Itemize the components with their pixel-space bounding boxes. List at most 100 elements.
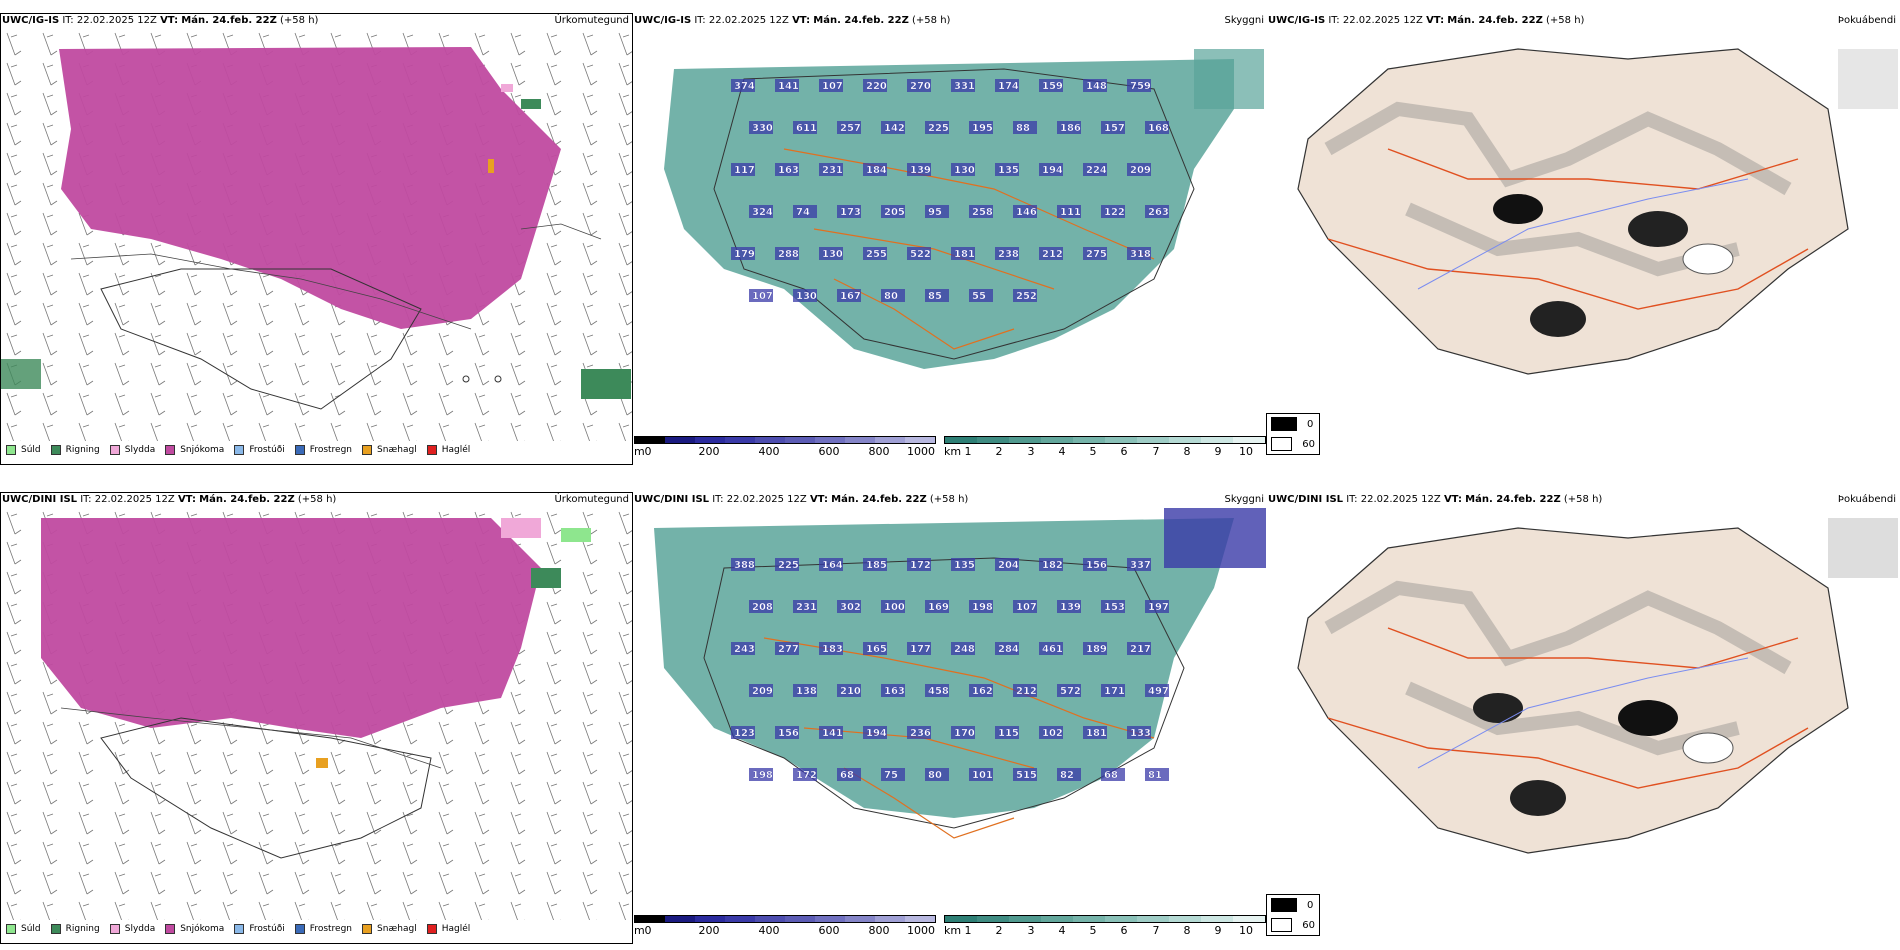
visibility-value-bg	[907, 163, 931, 176]
panel-title: Úrkomutegund	[554, 494, 629, 505]
visibility-value-label: 209	[1130, 165, 1151, 176]
visibility-value-label: 85	[928, 291, 942, 302]
visibility-value-label: 168	[1148, 123, 1169, 134]
fog-map	[1268, 508, 1900, 908]
visibility-value-label: 231	[822, 165, 843, 176]
visibility-value-label: 80	[928, 770, 942, 781]
visibility-value-bg	[907, 642, 931, 655]
visibility-value-label: 171	[1104, 686, 1125, 697]
visibility-value-label: 275	[1086, 249, 1107, 260]
legend-swatch	[426, 445, 437, 455]
colorbar-m-bar	[634, 915, 936, 923]
legend-label: Frostregn	[309, 924, 353, 934]
visibility-value-bg	[775, 79, 799, 92]
colorbar-tick: 2	[995, 445, 1003, 458]
visibility-value-label: 115	[998, 728, 1019, 739]
visibility-value-label: 388	[734, 560, 755, 571]
visibility-value-bg	[969, 684, 993, 697]
legend-label: Rigning	[65, 924, 100, 934]
fog-panel-2: UWC/DINI ISL IT: 22.02.2025 12Z VT: Mán.…	[1268, 492, 1900, 944]
visibility-value-bg	[731, 163, 755, 176]
panel-title: Þokuábendi	[1837, 15, 1896, 26]
legend-item: Slydda	[109, 445, 155, 455]
visibility-value-bg	[1127, 163, 1151, 176]
visibility-value-bg	[951, 247, 975, 260]
fog-legend-label: 60	[1302, 438, 1315, 450]
visibility-value-bg	[1039, 247, 1063, 260]
visibility-value-bg	[951, 642, 975, 655]
visibility-value-label: 122	[1104, 207, 1125, 218]
colorbar-tick: 6	[1120, 445, 1128, 458]
visibility-value-label: 157	[1104, 123, 1125, 134]
panel-header: UWC/IG-IS IT: 22.02.2025 12Z VT: Mán. 24…	[634, 13, 1266, 29]
lead-time: (+58 h)	[1546, 15, 1585, 26]
visibility-value-bg	[863, 163, 887, 176]
visibility-value-label: 156	[1086, 560, 1107, 571]
visibility-value-bg	[1039, 79, 1063, 92]
legend-swatch	[6, 924, 16, 934]
visibility-value-bg	[819, 79, 843, 92]
visibility-value-bg	[837, 768, 861, 781]
visibility-value-label: 101	[972, 770, 993, 781]
legend-swatch	[362, 924, 373, 934]
valid-time: Mán. 24.feb. 22Z	[181, 15, 277, 26]
visibility-value-bg	[1039, 558, 1063, 571]
visibility-value-bg	[1013, 768, 1037, 781]
legend-label: Frostúði	[249, 924, 285, 934]
legend-label: Snæhagl	[377, 924, 417, 934]
visibility-value-bg	[837, 600, 861, 613]
visibility-value-label: 194	[866, 728, 887, 739]
init-time: IT: 22.02.2025 12Z	[1328, 15, 1423, 26]
precip-type-frame	[0, 492, 633, 944]
visibility-value-bg	[925, 289, 949, 302]
panel-header: UWC/IG-IS IT: 22.02.2025 12Z VT: Mán. 24…	[1268, 13, 1898, 29]
visibility-value-label: 572	[1060, 686, 1081, 697]
visibility-value-label: 117	[734, 165, 755, 176]
visibility-value-bg	[1101, 768, 1125, 781]
visibility-value-bg	[951, 726, 975, 739]
colorbar-tick: 7	[1152, 924, 1160, 937]
valid-time-label: VT:	[177, 494, 196, 505]
colorbar-tick: 800	[868, 924, 890, 937]
visibility-value-bg	[995, 558, 1019, 571]
panel-title: Úrkomutegund	[554, 15, 629, 26]
visibility-value-label: 163	[778, 165, 799, 176]
colorbar-km-ticks: km 1 2 3 4 5 6 7 8 9 10	[944, 923, 1266, 937]
legend-swatch	[294, 924, 305, 934]
legend-label: Snæhagl	[377, 445, 417, 455]
visibility-value-label: 146	[1016, 207, 1037, 218]
visibility-value-label: 277	[778, 644, 799, 655]
valid-time: Mán. 24.feb. 22Z	[831, 494, 927, 505]
precip-legend: Súld Rigning Slydda Snjókoma Frostúði Fr…	[6, 445, 480, 455]
visibility-value-label: 81	[1148, 770, 1162, 781]
visibility-value-bg	[837, 205, 861, 218]
visibility-value-bg	[925, 121, 949, 134]
visibility-value-label: 75	[884, 770, 898, 781]
visibility-value-bg	[1101, 121, 1125, 134]
visibility-value-label: 82	[1060, 770, 1074, 781]
colorbar-tick: 1	[964, 445, 972, 458]
visibility-value-label: 172	[796, 770, 817, 781]
fog-legend-2: 0 60	[1266, 894, 1320, 936]
colorbar-tick: 10	[1239, 445, 1253, 458]
visibility-value-label: 123	[734, 728, 755, 739]
visibility-value-label: 165	[866, 644, 887, 655]
visibility-value-bg	[881, 684, 905, 697]
visibility-value-bg	[1127, 247, 1151, 260]
legend-item: Haglél	[426, 445, 470, 455]
legend-item: Snjókoma	[165, 924, 224, 934]
visibility-value-bg	[863, 642, 887, 655]
colorbar-unit: km	[944, 924, 962, 937]
visibility-value-bg	[731, 247, 755, 260]
legend-swatch	[109, 924, 120, 934]
legend-swatch	[50, 924, 61, 934]
visibility-value-bg	[793, 289, 817, 302]
visibility-value-bg	[1039, 163, 1063, 176]
visibility-value-label: 179	[734, 249, 755, 260]
legend-label: Súld	[21, 924, 41, 934]
legend-item: Frostúði	[234, 445, 285, 455]
visibility-value-bg	[925, 768, 949, 781]
panel-header: UWC/DINI ISL IT: 22.02.2025 12Z VT: Mán.…	[2, 492, 631, 508]
lead-time: (+58 h)	[912, 15, 951, 26]
legend-swatch	[50, 445, 61, 455]
